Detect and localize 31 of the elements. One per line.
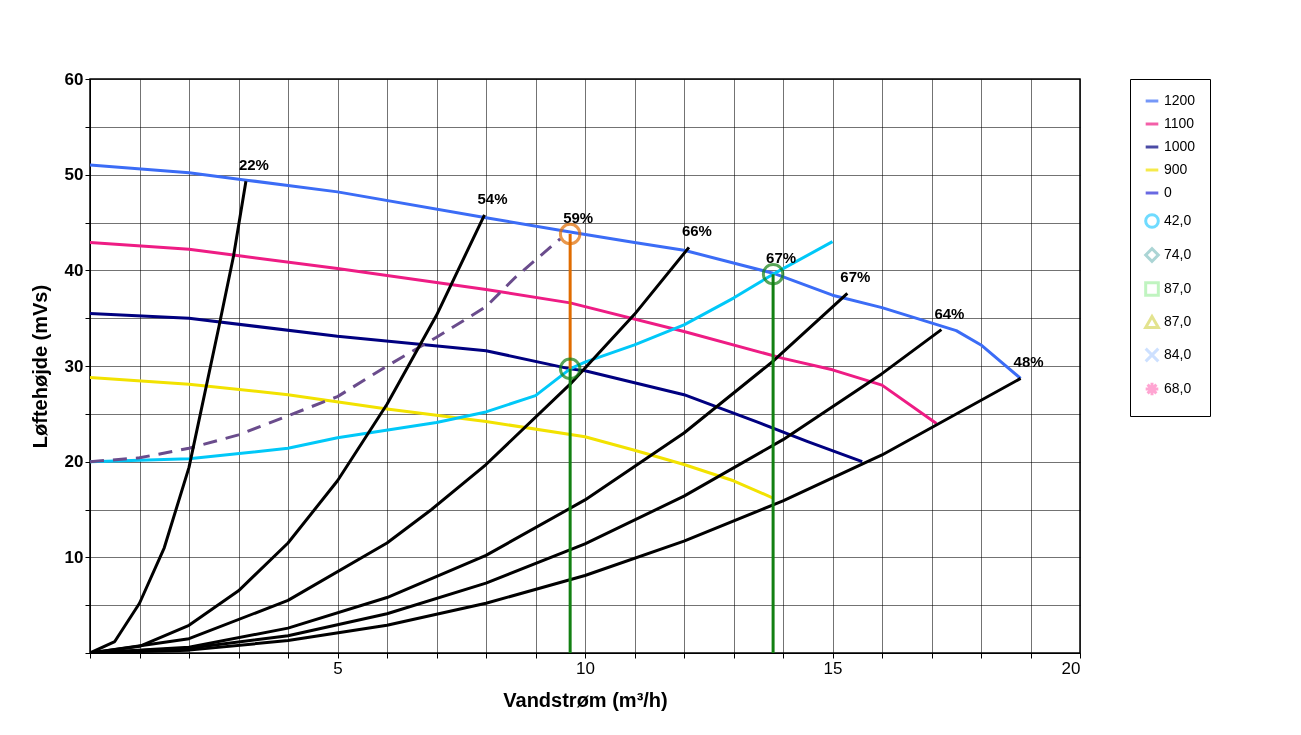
x-axis-title: Vandstrøm (m³/h)	[503, 688, 668, 711]
annotation: 22%	[238, 156, 269, 174]
annotation: 66%	[681, 222, 712, 240]
x-tick-label: 20	[1061, 658, 1081, 678]
legend-label: 1000	[1164, 138, 1196, 154]
y-tick-label: 30	[64, 356, 84, 376]
x-tick-label: 5	[333, 658, 343, 678]
legend-label: 84,0	[1164, 346, 1192, 362]
annotation: 67%	[840, 268, 871, 286]
legend-label: 1200	[1164, 92, 1196, 108]
legend-label: 0	[1164, 184, 1172, 200]
legend-label: 68,0	[1164, 380, 1192, 396]
legend-label: 900	[1164, 161, 1188, 177]
annotation: 54%	[477, 189, 508, 207]
y-axis-title: Løftehøjde (mVs)	[28, 284, 51, 449]
y-tick-label: 60	[64, 69, 84, 89]
legend-label: 74,0	[1164, 246, 1192, 262]
y-tick-label: 20	[64, 452, 84, 472]
annotation: 67%	[766, 249, 797, 267]
y-tick-label: 10	[64, 547, 84, 567]
annotation: 48%	[1013, 353, 1044, 371]
y-tick-label: 40	[64, 260, 84, 280]
annotation: 64%	[934, 304, 965, 322]
legend-label: 42,0	[1164, 212, 1192, 228]
legend-label: 87,0	[1164, 280, 1192, 296]
annotation: 59%	[563, 208, 594, 226]
legend-label: 1100	[1164, 115, 1195, 131]
legend-label: 87,0	[1164, 313, 1192, 329]
x-tick-label: 10	[576, 658, 595, 678]
x-tick-label: 15	[823, 658, 843, 678]
y-tick-label: 50	[64, 165, 84, 185]
